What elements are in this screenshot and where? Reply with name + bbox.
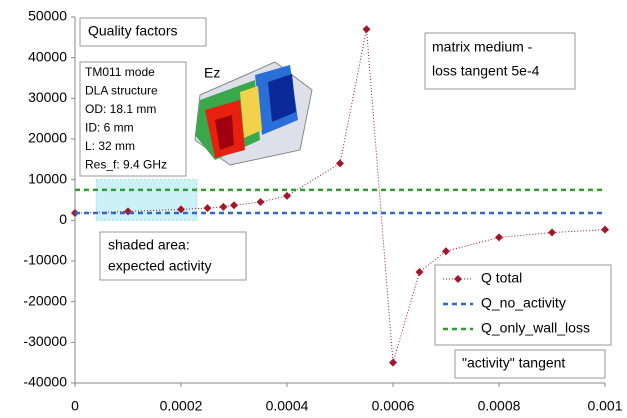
field-label: Ez — [204, 65, 220, 81]
param-text: OD: 18.1 mm — [85, 102, 156, 116]
y-tick-label: 50000 — [28, 8, 67, 24]
shaded-note-text: shaded area: — [108, 237, 190, 253]
legend-label: Q_only_wall_loss — [481, 320, 590, 336]
x-tick-label: 0 — [71, 398, 79, 414]
tangent-note-text: "activity" tangent — [462, 355, 565, 371]
data-point — [204, 204, 212, 212]
x-tick-label: 0.0008 — [478, 398, 521, 414]
chart: -40000 -30000 -20000 -10000 0 10000 20000 30000… — [0, 0, 627, 418]
x-tick-label: 0.001 — [587, 398, 622, 414]
legend-label: Q_no_activity — [481, 295, 566, 311]
param-text: TM011 mode — [85, 65, 155, 79]
shaded-note-text: expected activity — [108, 258, 212, 274]
x-tick-label: 0.0002 — [160, 398, 203, 414]
data-point — [283, 192, 291, 200]
x-tick-label: 0.0004 — [266, 398, 309, 414]
param-text: L: 32 mm — [85, 139, 135, 153]
legend-label: Q total — [481, 270, 522, 286]
data-point — [548, 229, 556, 237]
y-tick-label: -40000 — [23, 374, 67, 390]
data-point — [219, 203, 227, 211]
y-tick-label: -20000 — [23, 292, 67, 308]
y-tick-label: 0 — [59, 211, 67, 227]
medium-text: matrix medium - — [432, 39, 533, 55]
data-point — [416, 268, 424, 276]
data-point — [230, 201, 238, 209]
param-text: Res_f: 9.4 GHz — [85, 158, 167, 172]
data-point — [601, 226, 609, 234]
param-text: DLA structure — [85, 84, 158, 98]
data-point — [495, 233, 503, 241]
data-point — [389, 359, 397, 367]
y-tick-label: -30000 — [23, 333, 67, 349]
y-tick-label: 30000 — [28, 89, 67, 105]
param-text: ID: 6 mm — [85, 121, 134, 135]
y-tick-label: 20000 — [28, 130, 67, 146]
y-tick-label: 40000 — [28, 48, 67, 64]
data-point — [336, 159, 344, 167]
chart-title: Quality factors — [88, 23, 177, 39]
x-tick-label: 0.0006 — [372, 398, 415, 414]
y-tick-label: -10000 — [23, 252, 67, 268]
data-point — [363, 25, 371, 33]
data-point — [257, 198, 265, 206]
medium-text: loss tangent 5e-4 — [432, 63, 540, 79]
y-tick-label: 10000 — [28, 170, 67, 186]
